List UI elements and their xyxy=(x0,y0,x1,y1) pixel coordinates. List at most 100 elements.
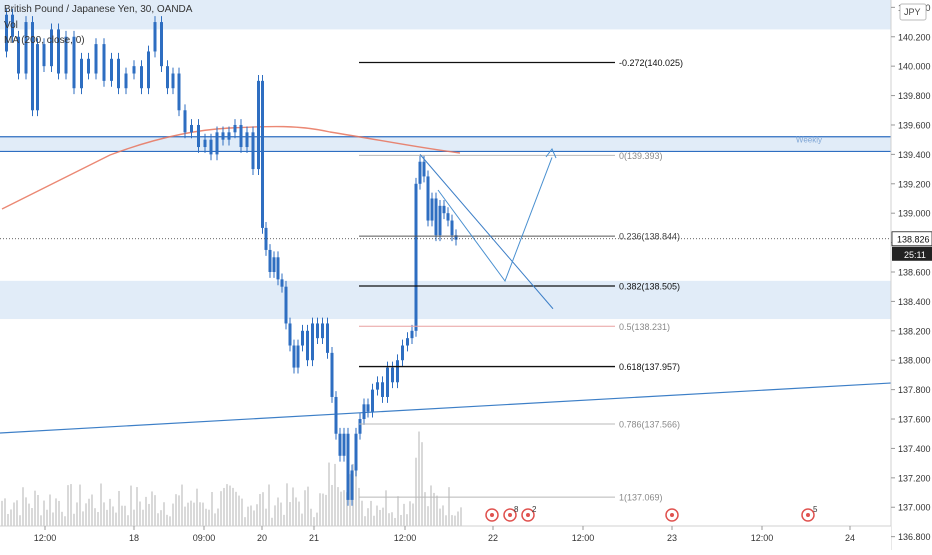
descending-trendline xyxy=(419,154,554,310)
candles-group xyxy=(5,8,458,506)
volume-bar xyxy=(262,492,264,526)
volume-bar xyxy=(91,494,93,526)
volume-bar xyxy=(244,517,246,526)
candle-body xyxy=(124,73,128,89)
volume-bar xyxy=(172,503,174,526)
volume-bar xyxy=(349,474,351,526)
zone-weekly-zone xyxy=(0,136,891,152)
candle-body xyxy=(50,29,53,67)
volume-bar xyxy=(382,507,384,526)
time-tick-label: 12:00 xyxy=(394,533,417,543)
candle-body xyxy=(209,139,213,155)
volume-bar xyxy=(460,507,462,526)
volume-bar xyxy=(193,502,195,526)
volume-bar xyxy=(451,515,453,526)
volume-bar xyxy=(430,485,432,526)
candle-body xyxy=(450,220,454,236)
event-count: 8 xyxy=(514,505,519,514)
volume-bar xyxy=(160,510,162,526)
time-tick-label: 12:00 xyxy=(751,533,774,543)
candle-body xyxy=(57,29,60,74)
volume-bar xyxy=(445,515,447,526)
volume-bar xyxy=(406,514,408,526)
candle-body xyxy=(376,382,379,390)
volume-bar xyxy=(235,491,237,526)
candle-body xyxy=(354,433,358,471)
volume-bar xyxy=(457,511,459,526)
events-group: 8 2 5 xyxy=(485,505,818,522)
last-price-label: 138.826 xyxy=(897,234,930,244)
volume-bar xyxy=(325,494,327,526)
volume-bar xyxy=(379,509,381,526)
candle-body xyxy=(117,58,120,89)
candle-body xyxy=(446,213,450,221)
volume-bar xyxy=(82,511,84,526)
time-tick-label: 24 xyxy=(845,533,855,543)
volume-bar xyxy=(94,508,96,526)
candle-body xyxy=(426,176,430,221)
candle-body xyxy=(203,139,207,148)
volume-bar xyxy=(127,515,129,526)
volume-bar xyxy=(415,457,417,526)
volume-bar xyxy=(22,487,24,526)
price-tick-label: 140.200 xyxy=(898,32,931,42)
volume-bar xyxy=(286,483,288,526)
volume-bar xyxy=(388,513,390,526)
volume-bar xyxy=(316,512,318,526)
volume-bar xyxy=(337,487,339,526)
volume-bar xyxy=(238,495,240,526)
event-marker-dot xyxy=(508,513,512,517)
candle-body xyxy=(42,44,46,67)
volume-bar xyxy=(427,506,429,526)
volume-bar xyxy=(373,515,375,526)
candle-body xyxy=(391,367,394,383)
candle-body xyxy=(346,433,350,500)
volume-bar xyxy=(103,502,105,526)
price-tick-label: 139.800 xyxy=(898,91,931,101)
volume-bar xyxy=(274,505,276,526)
candle-body xyxy=(381,382,384,397)
candle-body xyxy=(311,323,314,361)
volume-bar xyxy=(58,500,60,526)
volume-bar xyxy=(145,496,147,526)
price-tick-label: 136.800 xyxy=(898,532,931,542)
event-marker-dot xyxy=(806,513,810,517)
candle-body xyxy=(11,14,14,37)
candle-body xyxy=(245,132,249,148)
candle-body xyxy=(221,132,225,140)
drawings-group xyxy=(419,148,557,310)
volume-bar xyxy=(16,500,18,526)
candle-body xyxy=(288,323,292,346)
candle-body xyxy=(414,183,418,331)
zones-group: Weekly xyxy=(0,0,891,320)
volume-bar xyxy=(181,484,183,526)
price-axis: 140.400140.200140.000139.800139.600139.4… xyxy=(890,0,932,550)
price-tick-label: 139.400 xyxy=(898,150,931,160)
volume-bar xyxy=(391,512,393,526)
candle-body xyxy=(410,330,414,339)
forecast-arrow-head xyxy=(545,148,557,159)
candle-body xyxy=(284,286,288,324)
volume-bar xyxy=(97,512,99,526)
candle-body xyxy=(171,73,175,89)
volume-bar xyxy=(76,502,78,526)
volume-bar xyxy=(241,498,243,526)
volume-bar xyxy=(13,502,15,526)
volume-bar xyxy=(37,494,39,526)
volume-bar xyxy=(64,516,66,526)
zone-support-zone xyxy=(0,280,891,320)
candle-body xyxy=(334,396,338,434)
candle-body xyxy=(24,22,28,74)
price-tick-label: 137.000 xyxy=(898,503,931,513)
volume-bar xyxy=(346,492,348,526)
candle-body xyxy=(72,36,76,89)
volume-bar xyxy=(202,502,204,526)
volume-bar xyxy=(268,484,270,526)
volume-bar xyxy=(385,490,387,526)
fib-label: 0.786(137.566) xyxy=(619,420,680,430)
volume-bar xyxy=(187,502,189,526)
volume-bar xyxy=(61,511,63,526)
volume-bar xyxy=(220,491,222,526)
